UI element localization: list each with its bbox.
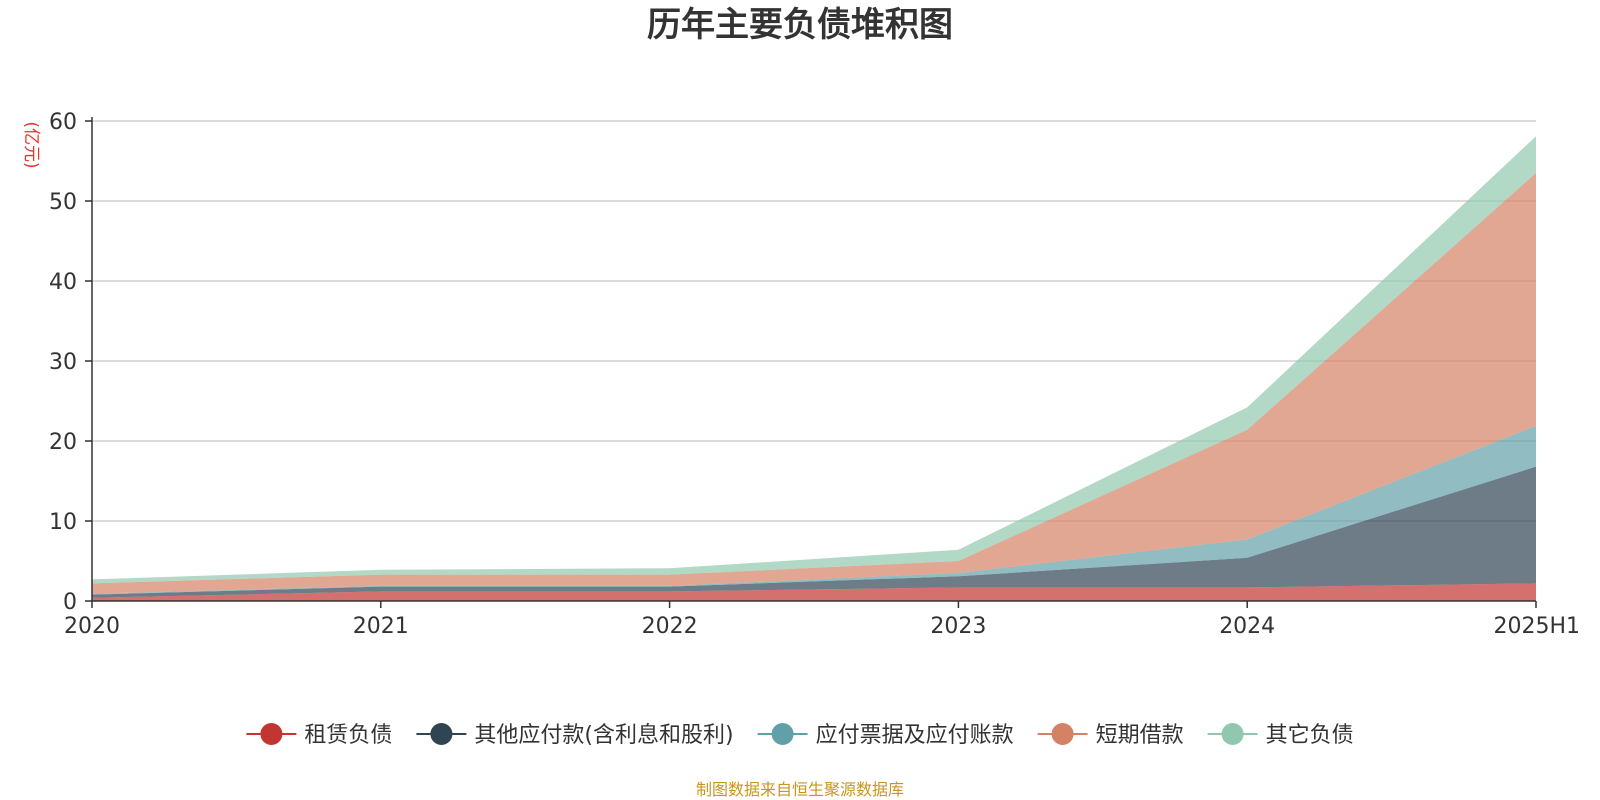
legend[interactable]: 租赁负债 其他应付款(含利息和股利) 应付票据及应付账款 短期借款 其它负债 bbox=[246, 723, 1354, 748]
x-tick-label: 2020 bbox=[64, 614, 120, 639]
legend-item-3[interactable]: 应付票据及应付账款 bbox=[757, 723, 1014, 748]
x-tick-label: 2022 bbox=[642, 614, 698, 639]
x-tick-label: 2021 bbox=[353, 614, 409, 639]
chart-title: 历年主要负债堆积图 bbox=[647, 5, 953, 45]
legend-label: 应付票据及应付账款 bbox=[816, 723, 1014, 748]
area-series-2[interactable] bbox=[92, 466, 1536, 598]
area-series-4[interactable] bbox=[92, 173, 1536, 594]
legend-label: 租赁负债 bbox=[304, 723, 392, 748]
x-tick-label: 2023 bbox=[930, 614, 986, 639]
y-tick-label: 20 bbox=[49, 430, 77, 455]
legend-label: 短期借款 bbox=[1096, 723, 1184, 748]
legend-marker-icon bbox=[771, 723, 794, 745]
legend-marker-icon bbox=[1221, 723, 1244, 745]
legend-item-2[interactable]: 其他应付款(含利息和股利) bbox=[416, 723, 734, 748]
area-series bbox=[92, 136, 1536, 601]
area-series-3[interactable] bbox=[92, 425, 1536, 595]
axes: 0 10 20 30 40 50 60 2020 2021 2022 2023 2024 2025H1 bbox=[49, 110, 1580, 639]
legend-marker-icon bbox=[260, 723, 283, 745]
legend-item-5[interactable]: 其它负债 bbox=[1207, 723, 1354, 748]
y-tick-label: 40 bbox=[49, 270, 77, 295]
y-axis-unit-label: (亿元) bbox=[21, 121, 41, 168]
legend-label: 其他应付款(含利息和股利) bbox=[474, 723, 733, 748]
area-series-1[interactable] bbox=[92, 583, 1536, 601]
x-tick-label: 2025H1 bbox=[1493, 614, 1580, 639]
legend-item-4[interactable]: 短期借款 bbox=[1037, 723, 1184, 748]
y-tick-label: 60 bbox=[49, 110, 77, 135]
legend-marker-icon bbox=[1051, 723, 1074, 745]
y-tick-label: 10 bbox=[49, 510, 77, 535]
y-tick-label: 30 bbox=[49, 350, 77, 375]
legend-label: 其它负债 bbox=[1266, 723, 1354, 748]
legend-marker-icon bbox=[430, 723, 453, 745]
x-tick-label: 2024 bbox=[1219, 614, 1275, 639]
y-tick-label: 50 bbox=[49, 190, 77, 215]
legend-item-1[interactable]: 租赁负债 bbox=[246, 723, 392, 748]
y-tick-label: 0 bbox=[63, 590, 77, 615]
data-source-note: 制图数据来自恒生聚源数据库 bbox=[696, 780, 904, 799]
